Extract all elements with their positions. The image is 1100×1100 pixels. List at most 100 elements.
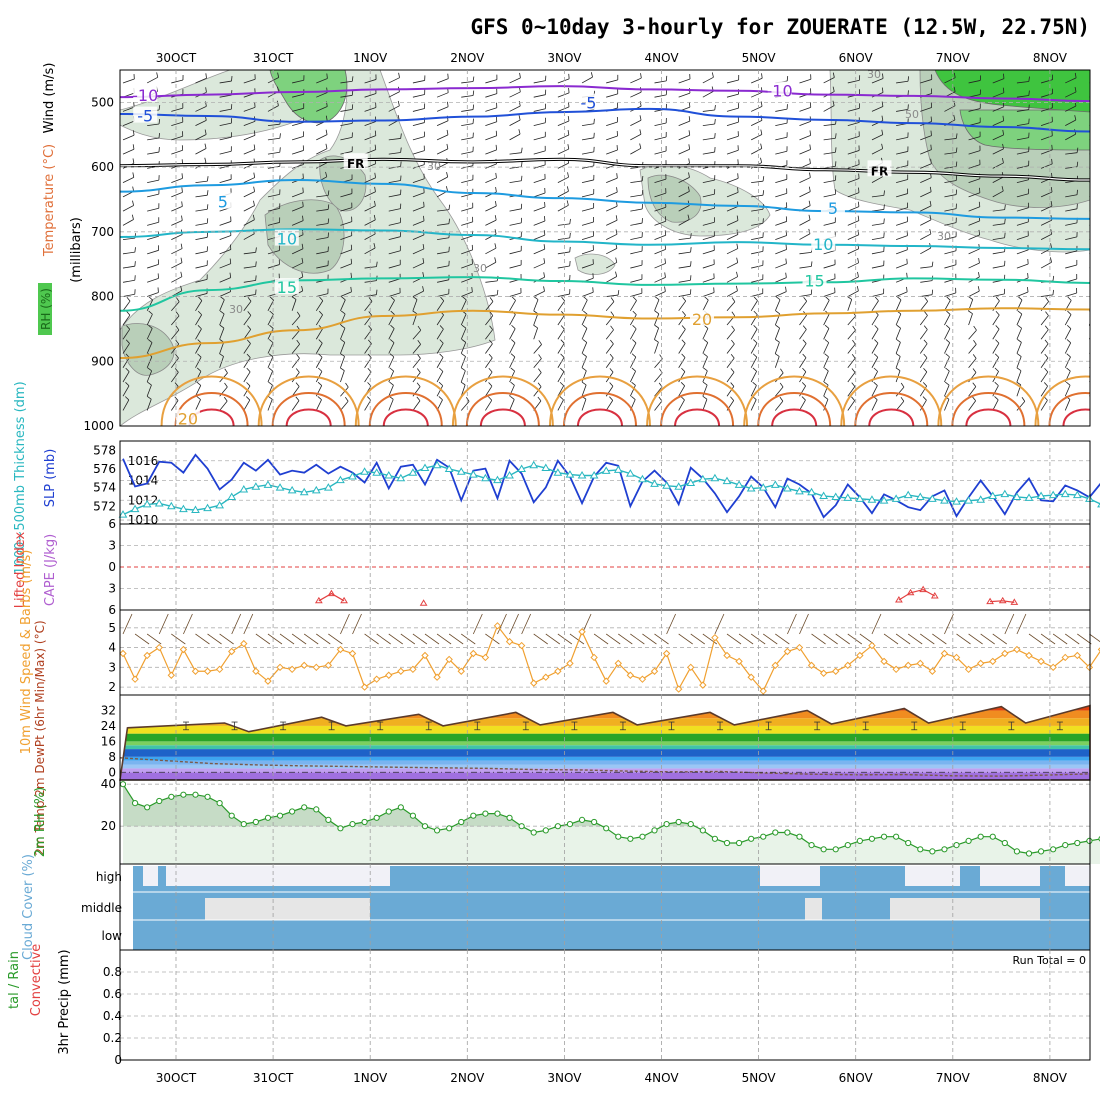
freezing-line-inner — [120, 158, 1090, 181]
date-label: 6NOV — [839, 51, 874, 65]
wind-barb-flag — [253, 200, 255, 206]
wind-barb-flag — [438, 396, 443, 401]
wind-barb — [581, 207, 594, 212]
wind-barb — [654, 178, 667, 184]
wind-barb-flag — [929, 228, 932, 235]
wind-barb-flag — [802, 325, 807, 330]
wind-barb — [895, 221, 908, 226]
rh2m-point — [458, 818, 465, 826]
wind10m-point — [590, 653, 598, 662]
wind-barb — [509, 152, 522, 155]
wind-barb-flag — [639, 115, 642, 121]
wind-barb-flag — [340, 310, 346, 315]
wind-barb — [315, 328, 323, 340]
thickness-point — [384, 471, 394, 479]
wind-barb — [751, 293, 763, 297]
wind-barb-flag — [205, 87, 207, 93]
wind-barb-flag — [126, 325, 131, 330]
wind-barb — [799, 300, 808, 312]
wind-barb — [147, 123, 160, 127]
wind-barb-flag — [1076, 161, 1079, 167]
rh2m-point — [591, 818, 598, 826]
rh2m-point — [965, 837, 972, 845]
rh2m-point — [385, 808, 392, 815]
wind10m-point — [348, 649, 357, 658]
wind-barb — [364, 205, 376, 212]
wind10m-barb — [183, 613, 193, 635]
wind-barb — [750, 134, 763, 141]
wind-barb-flag — [681, 353, 686, 358]
rh2m-point — [276, 812, 284, 819]
wind-barb-flag — [327, 190, 330, 196]
wind-barb — [944, 105, 956, 112]
wind10m-barb — [195, 633, 210, 645]
wind10m-barb — [364, 633, 379, 645]
wind-barb-flag — [1066, 353, 1071, 358]
wind-barb — [847, 358, 856, 368]
wind-barb — [533, 178, 546, 184]
wind-barb-flag — [616, 173, 618, 179]
wind10m-point — [385, 671, 393, 679]
wind-barb-flag — [125, 367, 130, 372]
wind-barb-flag — [832, 72, 835, 78]
wind-barb-flag — [569, 232, 571, 238]
isotherm-label-bg — [133, 85, 158, 102]
wind-barb — [750, 300, 758, 311]
wind-barb — [678, 219, 690, 226]
wind-barb — [533, 220, 546, 226]
wind-barb-flag — [610, 311, 615, 316]
wind-barb-flag — [390, 296, 395, 301]
wind-barb-flag — [569, 218, 571, 224]
wind-barb — [799, 120, 811, 127]
wind-barb — [436, 78, 449, 84]
thickness-point — [964, 496, 973, 504]
wind-barb — [1089, 153, 1090, 155]
wind-barb — [557, 314, 565, 326]
wind-barb — [895, 299, 902, 311]
wind-barb — [654, 80, 667, 84]
isotherm-line — [120, 85, 1090, 103]
wind-barb — [316, 106, 328, 112]
warm-contour — [576, 408, 623, 426]
wind-barb — [775, 235, 787, 240]
rh2m-point — [989, 833, 996, 840]
wind-barb — [1065, 208, 1078, 212]
wind-barb — [461, 151, 474, 155]
wind-barb — [1089, 82, 1090, 84]
thickness-tick-label: 572 — [93, 499, 116, 513]
wind-barb — [581, 398, 587, 411]
wind-barb — [219, 150, 232, 155]
wind-barb — [195, 385, 202, 397]
wind-barb-flag — [277, 72, 280, 78]
wind-barb-flag — [181, 215, 183, 221]
wind-barb — [533, 206, 546, 212]
wind-barb-flag — [246, 339, 251, 344]
wind-barb-flag — [978, 272, 980, 278]
wind-barb — [847, 315, 856, 326]
wind-barb-flag — [269, 310, 274, 315]
wind-barb-flag — [1050, 201, 1053, 207]
li-point — [998, 596, 1007, 604]
wind-barb — [243, 106, 256, 112]
thickness-point — [976, 495, 986, 503]
wind-barb — [1089, 110, 1090, 112]
wind-barb — [823, 222, 836, 226]
wind-barb — [291, 150, 304, 155]
wind-barb-flag — [632, 310, 637, 315]
wind-barb-flag — [132, 158, 135, 164]
wind-barb — [847, 372, 856, 383]
wind-barb-flag — [317, 396, 322, 400]
wind10m-point — [143, 651, 151, 660]
wind-barb-flag — [631, 367, 636, 372]
wind-barb — [678, 399, 685, 411]
slp-line — [122, 453, 1100, 519]
wind-barb-flag — [302, 215, 304, 221]
wind-barb — [968, 178, 981, 184]
wind-barb-flag — [847, 296, 852, 300]
warm-contour — [840, 375, 943, 426]
wind10m-barb — [895, 633, 911, 645]
wind-barb — [968, 150, 981, 155]
wind-barb — [340, 299, 346, 311]
